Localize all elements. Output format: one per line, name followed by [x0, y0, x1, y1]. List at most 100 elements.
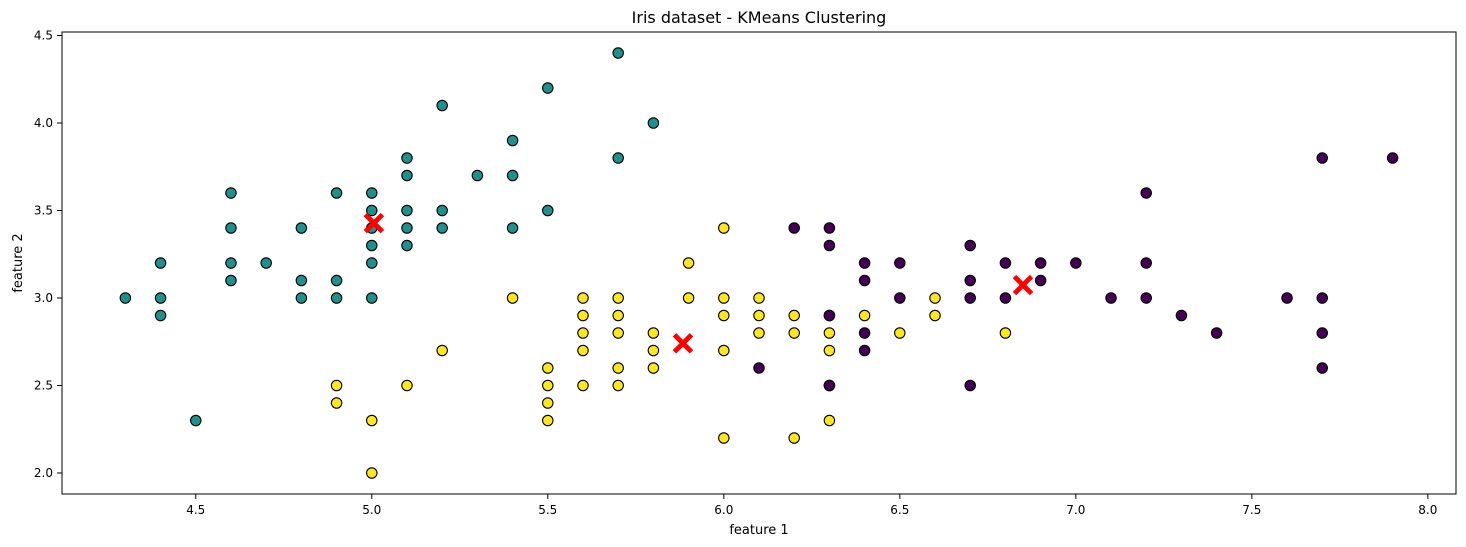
data-point — [542, 204, 554, 217]
y-axis: 2.0 2.5 3.0 3.5 4.0 4.5 — [34, 29, 62, 480]
data-point — [788, 432, 800, 444]
data-point — [964, 292, 976, 304]
data-point — [858, 274, 871, 287]
data-point — [823, 239, 836, 252]
data-point — [999, 257, 1012, 269]
data-point — [1140, 292, 1152, 304]
data-point — [401, 152, 413, 164]
data-point — [647, 327, 660, 339]
data-point — [753, 327, 765, 339]
data-point — [753, 292, 765, 304]
data-point — [436, 99, 448, 112]
data-point — [823, 327, 836, 339]
data-point — [612, 47, 624, 59]
data-point — [154, 292, 167, 304]
data-point — [1316, 327, 1328, 339]
data-point — [858, 309, 871, 322]
data-point — [1070, 257, 1082, 269]
chart-title: Iris dataset - KMeans Clustering — [632, 8, 887, 27]
data-point — [154, 309, 167, 322]
data-point — [894, 257, 906, 269]
plot-area-frame — [61, 31, 1457, 495]
x-tick-label: 5.0 — [362, 503, 381, 517]
data-point — [753, 309, 765, 322]
data-point — [295, 292, 308, 304]
data-point — [788, 327, 800, 339]
data-point — [1034, 274, 1047, 287]
data-point — [718, 432, 730, 444]
data-point — [1140, 257, 1152, 269]
data-point — [894, 327, 906, 339]
data-point — [190, 414, 202, 427]
data-point — [542, 82, 554, 94]
x-tick-label: 5.5 — [538, 503, 557, 517]
y-tick-label: 3.5 — [34, 204, 53, 218]
x-tick-label: 7.5 — [1242, 503, 1261, 517]
data-point — [647, 344, 660, 357]
data-point — [436, 344, 448, 357]
data-point — [823, 379, 836, 392]
data-point — [682, 292, 695, 304]
data-point — [330, 292, 343, 304]
data-point — [542, 379, 554, 392]
y-tick-label: 4.5 — [34, 29, 53, 43]
y-tick-label: 4.0 — [34, 116, 53, 130]
data-point — [753, 362, 765, 374]
x-tick-label: 6.0 — [714, 503, 733, 517]
data-point — [858, 344, 871, 357]
data-point — [542, 362, 554, 374]
data-point — [577, 292, 589, 304]
data-point — [1210, 327, 1223, 339]
data-point — [330, 379, 343, 392]
data-point — [894, 292, 906, 304]
data-point — [366, 204, 378, 217]
data-point — [612, 152, 624, 164]
data-point — [366, 239, 378, 252]
cluster-center-marker — [672, 332, 694, 354]
data-point — [542, 397, 554, 409]
data-point — [964, 239, 976, 252]
cluster-center-marker — [1012, 274, 1034, 296]
data-point — [330, 187, 343, 199]
data-point — [225, 274, 237, 287]
data-point — [612, 327, 624, 339]
x-axis-label: feature 1 — [729, 523, 788, 538]
data-point — [999, 292, 1012, 304]
data-point — [401, 169, 413, 182]
data-point — [401, 379, 413, 392]
y-tick-label: 2.5 — [34, 379, 53, 393]
cluster-center-marker — [363, 212, 385, 234]
data-point — [225, 187, 237, 199]
data-point — [154, 257, 167, 269]
data-point — [612, 379, 624, 392]
data-point — [1105, 292, 1117, 304]
data-point — [506, 292, 519, 304]
data-point — [858, 257, 871, 269]
data-point — [1316, 152, 1328, 164]
x-tick-label: 4.5 — [186, 503, 205, 517]
y-axis-label: feature 2 — [11, 233, 26, 292]
data-point — [401, 204, 413, 217]
data-point — [577, 327, 589, 339]
y-tick-label: 3.0 — [34, 291, 53, 305]
data-point — [436, 222, 448, 234]
data-point — [260, 257, 272, 269]
data-point — [823, 309, 836, 322]
data-point — [506, 169, 519, 182]
data-point — [1386, 152, 1399, 164]
data-point — [506, 222, 519, 234]
data-point — [929, 309, 941, 322]
data-point — [718, 309, 730, 322]
x-tick-label: 7.0 — [1066, 503, 1085, 517]
data-point — [295, 222, 308, 234]
data-point — [366, 292, 378, 304]
y-tick-label: 2.0 — [34, 466, 53, 480]
data-point — [1281, 292, 1293, 304]
data-point — [1316, 292, 1328, 304]
data-point — [788, 309, 800, 322]
data-point — [964, 379, 976, 392]
data-point — [330, 397, 343, 409]
data-point — [718, 292, 730, 304]
data-point — [225, 222, 237, 234]
